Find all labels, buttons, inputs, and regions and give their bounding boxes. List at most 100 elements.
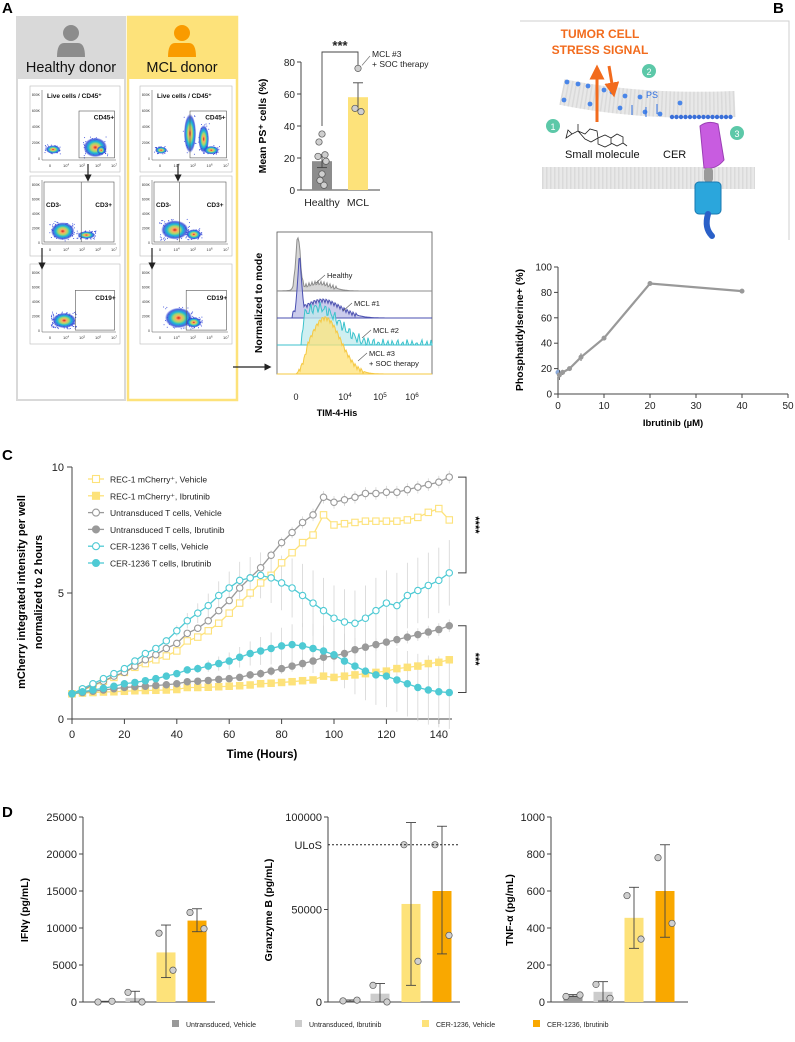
square-marker	[256, 679, 265, 688]
data-point	[200, 925, 208, 933]
square-marker	[162, 652, 171, 660]
event-dot	[199, 228, 201, 230]
event-dot	[73, 312, 75, 314]
event-dot	[184, 327, 186, 329]
event-dot	[76, 230, 78, 232]
square-marker	[267, 679, 275, 687]
circle-marker	[235, 653, 244, 662]
density-cluster	[186, 317, 202, 328]
event-dot	[205, 123, 207, 125]
circle-marker	[340, 496, 349, 504]
y-tick-label: 0	[546, 390, 552, 401]
y-tick-label: 600K	[142, 198, 151, 202]
circle-marker	[204, 676, 212, 685]
circle-marker	[173, 669, 181, 678]
ps-lipid-dot	[677, 100, 683, 106]
y-tick-label: 600K	[32, 286, 41, 290]
y-tick-label: 200K	[32, 141, 41, 145]
y-tick-label: 800K	[32, 271, 41, 275]
event-dot	[69, 327, 71, 329]
event-dot	[44, 144, 46, 146]
circle-marker	[152, 681, 160, 690]
cd3-gate	[43, 181, 115, 243]
data-point	[322, 157, 330, 165]
y-tick-label: 0	[148, 157, 150, 161]
circle-marker	[173, 639, 181, 648]
y-axis-label: TNF-α (pg/mL)	[504, 874, 516, 946]
x-tick-label: 105	[79, 163, 85, 168]
data-point	[353, 996, 361, 1004]
event-dot	[75, 314, 77, 316]
event-dot	[52, 325, 54, 327]
legend-item: Untransduced, Vehicle	[172, 1020, 256, 1029]
event-dot	[201, 319, 203, 321]
circle-marker	[91, 525, 101, 534]
square-marker	[382, 517, 391, 525]
y-tick-label: 0	[148, 241, 150, 245]
event-dot	[51, 314, 53, 316]
y-tick-label: 600K	[32, 109, 41, 113]
gate-label: CD3+	[95, 202, 112, 209]
circle-marker	[91, 558, 101, 568]
ps-lipid-dot	[683, 114, 688, 120]
circle-marker	[372, 606, 380, 615]
circle-marker	[214, 675, 223, 684]
cytokine-legend: Untransduced, Vehicle Untransduced, Ibrut…	[172, 1020, 609, 1029]
circle-marker	[330, 650, 338, 659]
event-dot	[44, 149, 46, 151]
histogram-2	[277, 257, 432, 319]
circle-marker	[309, 599, 317, 607]
x-tick-label: 120	[377, 729, 395, 741]
circle-marker	[414, 483, 422, 491]
data-point	[445, 931, 453, 939]
y-axis-label: IFNγ (pg/mL)	[19, 878, 31, 942]
event-dot	[164, 238, 166, 240]
mcl-flow-cd3: 800K 600K 400K 200K 0 0 104 105 106 107 CD3- CD3+	[139, 175, 233, 257]
event-dot	[50, 324, 52, 326]
event-dot	[195, 142, 197, 144]
circle-marker	[414, 683, 422, 692]
y-tick-label: 800K	[142, 183, 151, 187]
square-marker	[445, 516, 454, 524]
square-marker	[372, 517, 380, 525]
person-icon	[168, 25, 196, 57]
gate-label: CD19+	[207, 295, 228, 302]
cer-label: CER	[663, 149, 686, 161]
square-marker	[424, 508, 433, 517]
event-dot	[56, 326, 58, 328]
circle-marker	[288, 662, 296, 670]
data-point	[316, 176, 324, 184]
category-label: MCL	[347, 197, 369, 209]
event-dot	[166, 326, 168, 328]
circle-marker	[173, 679, 181, 688]
x-tick-label: 106	[405, 392, 419, 402]
square-marker	[298, 676, 307, 685]
density-cluster	[50, 222, 75, 241]
event-dot	[161, 220, 163, 222]
square-marker	[403, 516, 412, 524]
legend-item: Untransduced, Ibrutinib	[295, 1020, 381, 1029]
circle-marker	[89, 679, 97, 688]
event-dot	[164, 152, 166, 154]
y-tick-label: 0	[539, 997, 545, 1009]
event-dot	[194, 115, 196, 117]
y-tick-label: 20	[284, 154, 296, 165]
x-tick-label: 10	[598, 401, 610, 412]
x-axis-label: Ibrutinib (µM)	[643, 418, 703, 429]
circle-marker	[277, 579, 286, 587]
event-dot	[164, 146, 166, 148]
square-marker	[361, 517, 370, 525]
y-tick-label: 200K	[142, 315, 151, 319]
category-label: Healthy	[304, 197, 340, 209]
ps-lipid-dot	[701, 114, 706, 120]
event-dot	[200, 325, 202, 327]
y-axis-label-line1: mCherry integrated intensity per well	[16, 495, 28, 689]
density-cluster	[155, 146, 168, 154]
circle-marker	[68, 690, 76, 698]
y-tick-label: 400K	[32, 125, 41, 129]
event-dot	[201, 234, 203, 236]
x-tick-label: 107	[111, 163, 117, 168]
y-tick-label: 800K	[142, 271, 151, 275]
event-dot	[94, 231, 96, 233]
series-leader	[357, 352, 368, 362]
